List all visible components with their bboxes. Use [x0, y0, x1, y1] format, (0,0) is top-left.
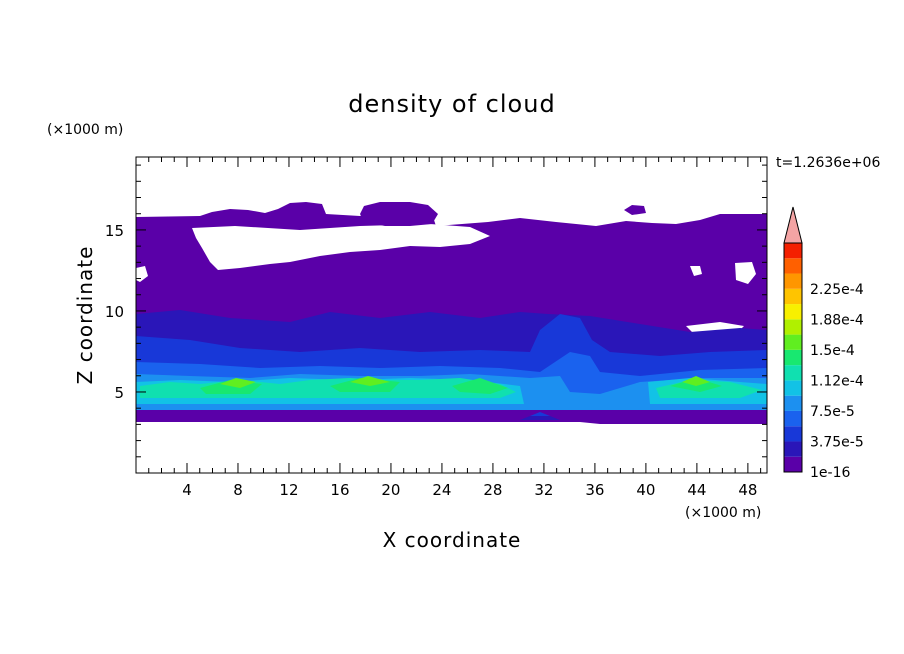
clear-hole-1 — [192, 224, 490, 270]
chart-title: density of cloud — [348, 90, 555, 118]
colorbar-swatch — [784, 304, 802, 320]
colorbar-label: 1.5e-4 — [810, 343, 855, 359]
x-tick-label: 40 — [636, 481, 655, 499]
colorbar-label: 2.25e-4 — [810, 282, 864, 298]
colorbar-swatch — [784, 365, 802, 381]
colorbar-overflow-arrow — [783, 206, 803, 244]
time-label: t=1.2636e+06 — [776, 155, 880, 171]
colorbar-swatch — [784, 273, 802, 289]
colorbar-label: 3.75e-5 — [810, 434, 864, 450]
colorbar-swatch — [784, 288, 802, 305]
clear-hole-4 — [735, 262, 756, 284]
colorbar-label: 1.12e-4 — [810, 373, 864, 389]
y-tick-label: 5 — [114, 384, 124, 402]
cloud-level-9c — [682, 376, 710, 386]
colorbar-swatch — [784, 441, 802, 457]
colorbar-swatch — [784, 334, 802, 350]
clear-hole-3 — [690, 266, 702, 276]
colorbar-swatch — [784, 410, 802, 427]
colorbar-label: 7.5e-5 — [810, 404, 855, 420]
cloud-level-8c — [452, 378, 508, 394]
cloud-patch-2 — [624, 205, 646, 215]
colorbar-swatch — [784, 380, 802, 396]
x-tick-labels: 4 8 12 16 20 24 28 32 36 40 44 48 — [182, 481, 757, 499]
plot-frame — [135, 156, 768, 474]
cloud-patch-1 — [360, 202, 438, 226]
x-tick-label: 28 — [483, 481, 502, 499]
colorbar-labels: 1e-16 3.75e-5 7.5e-5 1.12e-4 1.5e-4 1.88e-4 2.… — [810, 282, 864, 481]
clear-hole-2 — [136, 266, 148, 282]
y-tick-label: 15 — [105, 222, 124, 240]
y-tick-labels: 5 10 15 — [105, 222, 124, 402]
x-tick-label: 20 — [381, 481, 400, 499]
cloud-level-9b — [350, 376, 390, 386]
x-axis-label: X coordinate — [383, 528, 522, 552]
colorbar-swatch — [784, 319, 802, 335]
cloud-level-9 — [220, 378, 256, 388]
colorbar-swatch — [784, 426, 802, 442]
colorbar — [783, 206, 803, 473]
x-tick-label: 24 — [432, 481, 451, 499]
axis-ticks — [136, 157, 767, 473]
x-tick-label: 12 — [279, 481, 298, 499]
y-axis-label: Z coordinate — [73, 246, 97, 385]
colorbar-swatch — [784, 456, 802, 472]
cloud-density-field — [136, 202, 767, 424]
cloud-base — [136, 410, 767, 424]
x-tick-label: 4 — [182, 481, 192, 499]
x-tick-label: 8 — [233, 481, 243, 499]
colorbar-label: 1e-16 — [810, 465, 850, 481]
y-unit-label: (×1000 m) — [47, 122, 123, 138]
colorbar-swatch — [784, 243, 802, 259]
x-unit-label: (×1000 m) — [685, 505, 761, 521]
x-tick-label: 16 — [330, 481, 349, 499]
colorbar-swatch — [784, 395, 802, 411]
x-tick-label: 48 — [738, 481, 757, 499]
x-tick-label: 32 — [534, 481, 553, 499]
x-tick-label: 44 — [687, 481, 706, 499]
colorbar-frame — [783, 242, 803, 473]
y-tick-label: 10 — [105, 303, 124, 321]
colorbar-swatch — [784, 349, 802, 366]
x-tick-label: 36 — [585, 481, 604, 499]
colorbar-label: 1.88e-4 — [810, 312, 864, 328]
colorbar-swatch — [784, 258, 802, 274]
